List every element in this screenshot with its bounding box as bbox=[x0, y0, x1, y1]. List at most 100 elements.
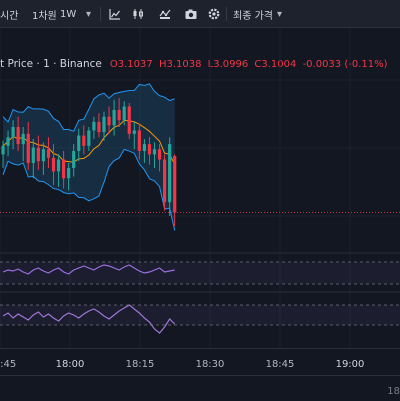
band-lower-line bbox=[2, 148, 176, 231]
candle bbox=[62, 150, 66, 189]
timeframe-label: 1W bbox=[60, 8, 77, 20]
candle-body bbox=[26, 133, 30, 163]
timeframe-button[interactable]: 1W bbox=[60, 0, 76, 28]
candle bbox=[132, 121, 136, 150]
close-value: C3.1004 bbox=[254, 58, 297, 70]
candle bbox=[127, 103, 131, 139]
symbol-legend: t Price · 1 · Binance O3.1037 H3.1038 L3… bbox=[0, 56, 391, 72]
candle-body bbox=[132, 130, 136, 134]
time-axis[interactable]: 8:45 18:00 18:15 18:30 18:45 19:00 bbox=[0, 348, 400, 376]
candle-body bbox=[82, 135, 86, 146]
templates-button[interactable] bbox=[158, 0, 172, 28]
chevron-down-icon: ▾ bbox=[276, 8, 283, 20]
candle bbox=[77, 128, 81, 162]
candle-body bbox=[152, 149, 157, 155]
time-axis-label: 18:00 bbox=[55, 359, 85, 370]
candles-layer bbox=[1, 97, 177, 227]
interval-short-label: 시간 bbox=[0, 10, 19, 22]
candle bbox=[51, 144, 56, 186]
candle-body bbox=[142, 144, 146, 151]
chevron-down-icon: ▾ bbox=[86, 8, 92, 20]
candle bbox=[122, 101, 126, 126]
toolbar-divider bbox=[100, 7, 101, 21]
rsi-background bbox=[0, 262, 400, 284]
symbol-title[interactable]: t Price · 1 · Binance bbox=[0, 58, 102, 70]
candle bbox=[82, 125, 86, 155]
chart-grid bbox=[0, 28, 400, 348]
candle-body bbox=[36, 147, 40, 162]
candle bbox=[157, 144, 162, 172]
change-value: -0.0033 (-0.11%) bbox=[302, 58, 388, 70]
chart-type-button[interactable] bbox=[131, 0, 145, 28]
candle-body bbox=[11, 127, 15, 138]
candle bbox=[46, 137, 51, 169]
candle bbox=[102, 111, 106, 141]
candle-body bbox=[147, 144, 152, 155]
candle-body bbox=[92, 121, 96, 131]
candle-body bbox=[97, 121, 101, 133]
candle-body bbox=[62, 159, 66, 179]
candle bbox=[67, 162, 71, 191]
time-axis-label: 18:15 bbox=[125, 359, 155, 370]
low-value: L3.0996 bbox=[207, 58, 249, 70]
toolbar-divider bbox=[226, 7, 227, 21]
candle bbox=[112, 99, 116, 136]
candle bbox=[117, 97, 121, 128]
indicators-button[interactable] bbox=[108, 0, 122, 28]
candle bbox=[41, 142, 45, 175]
timeframe-dropdown-caret[interactable]: ▾ bbox=[86, 0, 91, 28]
candle bbox=[72, 144, 76, 177]
ohlc-values: O3.1037 H3.1038 L3.0996 C3.1004 -0.0033 … bbox=[110, 59, 391, 70]
interval-menu-button[interactable]: 1차원 bbox=[32, 0, 57, 28]
candle bbox=[152, 142, 157, 169]
candle bbox=[107, 106, 111, 134]
oscillator-line bbox=[2, 304, 176, 334]
settings-button[interactable] bbox=[207, 0, 221, 28]
candle-body bbox=[137, 130, 141, 151]
bulb-icon bbox=[159, 9, 171, 19]
candle bbox=[26, 121, 30, 170]
candle bbox=[21, 127, 25, 162]
indicator-panes bbox=[0, 252, 400, 334]
gear-icon bbox=[208, 8, 220, 20]
candle-body bbox=[72, 150, 76, 169]
candle-body bbox=[173, 156, 177, 213]
candle bbox=[31, 138, 35, 179]
candle-body bbox=[21, 133, 25, 145]
candle-body bbox=[122, 106, 126, 121]
candle bbox=[173, 154, 177, 227]
chart-toolbar: 시간 1차원 1W ▾ bbox=[0, 0, 400, 28]
snapshot-button[interactable] bbox=[184, 0, 198, 28]
osc-background bbox=[0, 305, 400, 325]
candle bbox=[168, 137, 172, 216]
rsi-line bbox=[2, 264, 175, 275]
candle-body bbox=[6, 137, 10, 146]
candle-body bbox=[1, 145, 5, 155]
band-fill bbox=[3, 83, 175, 231]
time-axis-label: 8:45 bbox=[0, 359, 17, 370]
moving-average-line bbox=[2, 119, 176, 165]
candle bbox=[163, 154, 167, 211]
candle bbox=[6, 130, 10, 157]
candle-body bbox=[112, 109, 116, 126]
price-type-dropdown[interactable]: 최종 가격 ▾ bbox=[233, 0, 282, 28]
candle bbox=[16, 116, 20, 151]
bollinger-band bbox=[0, 83, 400, 231]
candle-body bbox=[77, 135, 81, 151]
candle-body bbox=[87, 130, 91, 146]
candle bbox=[142, 138, 146, 163]
interval-short-button[interactable]: 시간 bbox=[0, 0, 18, 28]
candle-body bbox=[163, 159, 167, 203]
price-type-label: 최종 가격 bbox=[233, 10, 273, 22]
bottom-strip: 18 bbox=[0, 375, 400, 401]
candle bbox=[92, 116, 96, 139]
time-axis-label: 18:45 bbox=[265, 359, 295, 370]
candle bbox=[137, 123, 141, 160]
band-upper-line bbox=[2, 83, 175, 132]
candle-body bbox=[31, 147, 35, 163]
candle bbox=[97, 113, 101, 138]
line-chart-icon bbox=[109, 9, 120, 20]
candle-body bbox=[157, 149, 162, 160]
candle bbox=[87, 127, 91, 151]
candle-body bbox=[107, 116, 111, 126]
